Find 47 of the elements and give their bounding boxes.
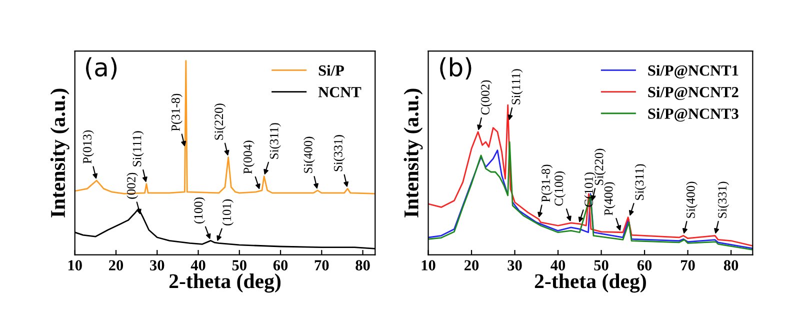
chart-title: (b) [440, 57, 472, 80]
x-axis-title: 2-theta (deg) [169, 274, 280, 293]
annotation: Si(331) [334, 135, 345, 172]
chart-title: (a) [86, 57, 117, 80]
legend-label: Si/P@NCNT2 [648, 86, 738, 100]
x-tick-label: 40 [550, 260, 566, 270]
x-tick-label: 40 [190, 260, 206, 270]
x-tick-label: 70 [314, 260, 329, 270]
annotation: P(31-8) [541, 164, 553, 202]
x-tick-label: 50 [232, 260, 246, 270]
legend-label: NCNT [318, 87, 362, 98]
annotation: Si(311) [634, 164, 646, 200]
annotation: Si(400) [686, 182, 698, 218]
x-tick-label: 30 [150, 260, 164, 270]
legend-label: Si/P@NCNT3 [648, 108, 738, 122]
legend-label: Si/P@NCNT1 [648, 64, 738, 78]
annotation: Si(111) [511, 69, 523, 104]
x-tick-label: 50 [594, 260, 608, 270]
annotation: Si(400) [304, 136, 315, 173]
annotation: (101) [222, 199, 234, 226]
annotation: Si(111) [132, 131, 144, 166]
legend-label: Si/P [318, 64, 344, 76]
annotation: Si(311) [270, 123, 281, 159]
x-tick-label: 70 [681, 260, 695, 270]
annotation: P(013) [82, 130, 94, 164]
x-tick-label: 60 [273, 260, 288, 270]
annotation: P(004) [243, 140, 255, 174]
x-tick-label: 80 [356, 260, 370, 270]
annotation: Si(220) [594, 148, 606, 185]
annotation: Si(331) [718, 182, 730, 218]
x-tick-label: 10 [68, 260, 82, 270]
annotation: P(31-8) [171, 94, 182, 132]
annotation: C(002) [480, 80, 492, 115]
annotation: (002) [126, 172, 138, 199]
annotation: P(400) [604, 182, 616, 216]
x-tick-label: 80 [724, 260, 738, 270]
x-tick-label: 10 [422, 260, 436, 270]
y-axis-title: Intensity (a.u.) [50, 88, 70, 218]
annotation: (100) [194, 197, 206, 224]
y-axis-title: Intensity (a.u.) [404, 88, 423, 218]
annotation: C(100) [554, 171, 566, 206]
annotation: Si(220) [214, 104, 226, 140]
x-tick-label: 30 [508, 260, 522, 270]
x-tick-label: 20 [464, 260, 479, 270]
x-axis-title: 2-theta (deg) [534, 274, 646, 293]
x-tick-label: 60 [637, 260, 652, 270]
x-tick-label: 20 [109, 260, 124, 270]
